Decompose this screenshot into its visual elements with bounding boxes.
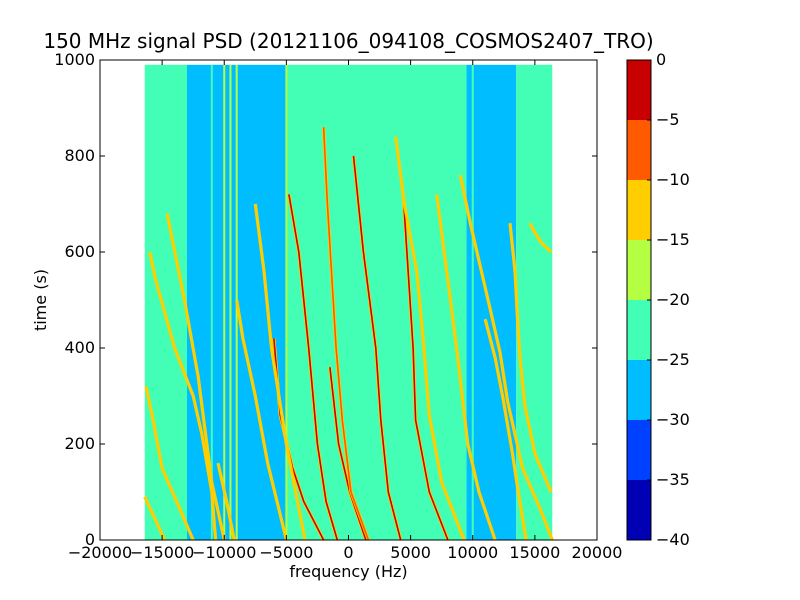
signal-track: [435, 194, 496, 541]
signal-track: [329, 367, 367, 541]
y-tick-label: 800: [64, 146, 95, 165]
signal-track: [484, 319, 527, 541]
signal-track: [529, 222, 552, 253]
colorbar-tick-label: −35: [656, 470, 690, 489]
colorbar: 0 −5 −10 −15 −20 −25 −30 −35 −40: [626, 50, 690, 549]
signal-track: [143, 496, 166, 541]
colorbar-tick-label: −5: [656, 110, 680, 129]
x-tick-label: 0: [343, 543, 353, 562]
x-tick-label: 5000: [390, 543, 431, 562]
x-tick-label: −20000: [68, 543, 132, 562]
colorbar-bin: [627, 360, 651, 420]
signal-track: [254, 203, 306, 541]
colorbar-tick-label: −30: [656, 410, 690, 429]
x-tick-label: 15000: [509, 543, 560, 562]
signal-track: [509, 223, 552, 493]
x-tick-label: 20000: [572, 543, 623, 562]
signal-track: [402, 194, 449, 541]
x-tick-label: −10000: [192, 543, 256, 562]
colorbar-bin: [627, 180, 651, 240]
colorbar-tick-label: −40: [656, 530, 690, 549]
colorbar-bin: [627, 420, 651, 480]
colorbar-tick-label: −10: [656, 170, 690, 189]
background-band: [144, 64, 187, 541]
y-tick-label: 600: [64, 242, 95, 261]
y-axis: 0 200 400 600 800 1000: [54, 50, 597, 549]
background-band: [466, 64, 517, 541]
signal-track: [394, 136, 465, 541]
x-axis: −20000−15000−10000 −5000 0 5000 10000 15000 20…: [68, 60, 623, 562]
signal-track: [459, 175, 554, 541]
plot-area: [143, 64, 554, 541]
colorbar-bin: [627, 120, 651, 180]
colorbar-tick-label: −25: [656, 350, 690, 369]
signal-track: [145, 386, 194, 541]
colorbar-bin: [627, 60, 651, 120]
signal-track: [288, 194, 339, 541]
y-tick-label: 0: [85, 530, 95, 549]
signal-track: [235, 299, 288, 541]
colorbar-tick-label: −15: [656, 230, 690, 249]
y-tick-label: 1000: [54, 50, 95, 69]
x-tick-label: −5000: [259, 543, 313, 562]
colorbar-bin: [627, 480, 651, 540]
y-tick-label: 200: [64, 434, 95, 453]
colorbar-bin: [627, 300, 651, 360]
colorbar-bin: [627, 240, 651, 300]
signal-track: [352, 155, 402, 541]
colorbar-tick-label: 0: [656, 50, 666, 69]
x-tick-label: 10000: [447, 543, 498, 562]
y-tick-label: 400: [64, 338, 95, 357]
signal-track: [217, 463, 235, 541]
chart-title: 150 MHz signal PSD (20121106_094108_COSM…: [43, 29, 653, 53]
signal-track: [322, 127, 370, 541]
signal-track: [166, 213, 226, 541]
x-axis-label: frequency (Hz): [289, 562, 407, 581]
signal-track: [148, 251, 217, 541]
y-axis-label: time (s): [31, 269, 50, 331]
x-tick-label: −15000: [130, 543, 194, 562]
colorbar-tick-label: −20: [656, 290, 690, 309]
